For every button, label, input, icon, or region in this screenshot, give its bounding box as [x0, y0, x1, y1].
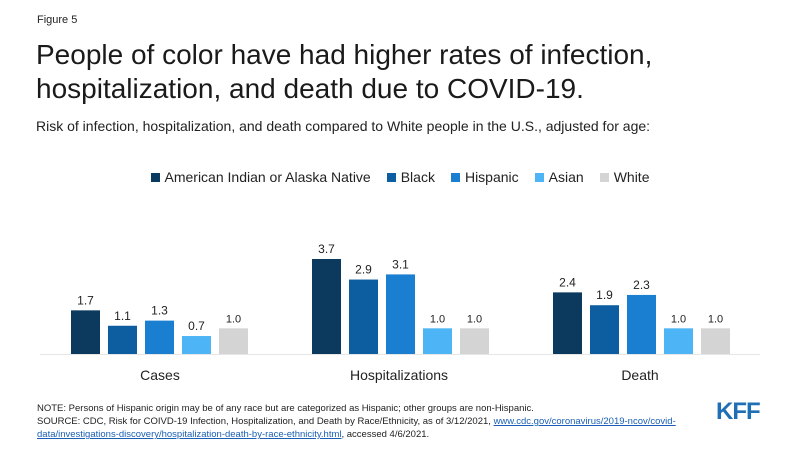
- legend-item: White: [599, 169, 650, 185]
- kff-logo: KFF: [716, 398, 761, 425]
- bar: [460, 328, 489, 354]
- legend-item: Hispanic: [450, 169, 519, 185]
- bar: [312, 259, 341, 354]
- source-link[interactable]: www.cdc.gov/coronavirus/2019-ncov/covid-…: [37, 416, 676, 440]
- data-label: 1.9: [596, 288, 613, 302]
- data-label: 2.4: [559, 275, 576, 289]
- legend-label: Black: [400, 169, 435, 185]
- legend-label: American Indian or Alaska Native: [164, 169, 371, 185]
- bar: [108, 325, 137, 354]
- bar: [701, 328, 730, 354]
- source-prefix: SOURCE: CDC, Risk for COIVD-19 Infection…: [37, 416, 494, 427]
- category-label: Cases: [140, 367, 180, 383]
- data-label: 1.0: [226, 313, 241, 325]
- footnote: NOTE: Persons of Hispanic origin may be …: [37, 402, 717, 441]
- category-label: Death: [621, 367, 658, 383]
- data-label: 2.9: [355, 263, 372, 277]
- data-label: 3.1: [392, 257, 409, 271]
- bar: [553, 292, 582, 354]
- legend-label: White: [613, 169, 650, 185]
- data-label: 1.1: [114, 309, 131, 323]
- bar: [590, 305, 619, 354]
- category-label: Hospitalizations: [350, 367, 448, 383]
- data-label: 1.0: [671, 313, 686, 325]
- bar: [182, 336, 211, 354]
- source-suffix: , accessed 4/6/2021.: [341, 429, 430, 440]
- figure-label: Figure 5: [37, 14, 78, 26]
- bar: [664, 328, 693, 354]
- legend-item: American Indian or Alaska Native: [150, 169, 371, 185]
- bar: [627, 294, 656, 354]
- data-label: 0.7: [188, 319, 205, 333]
- legend: American Indian or Alaska Native Black His…: [0, 169, 800, 185]
- bar: [71, 310, 100, 354]
- legend-label: Asian: [548, 169, 584, 185]
- legend-label: Hispanic: [464, 169, 519, 185]
- note-text: NOTE: Persons of Hispanic origin may be …: [37, 403, 534, 414]
- legend-swatch: [386, 172, 396, 182]
- bar: [145, 320, 174, 354]
- legend-swatch: [150, 172, 160, 182]
- legend-swatch: [599, 172, 609, 182]
- bar-chart: 1.7 1.1 1.3 0.7 1.0 Cases 3.7 2.9 3.1 1.0 1.0 Hospi…: [40, 242, 760, 383]
- chart-title: People of color have had higher rates of…: [36, 39, 653, 104]
- legend-swatch: [534, 172, 544, 182]
- data-label: 1.3: [151, 304, 168, 318]
- data-label: 3.7: [318, 242, 335, 256]
- bar: [386, 274, 415, 354]
- data-label: 2.3: [633, 278, 650, 292]
- source-text: SOURCE: CDC, Risk for COIVD-19 Infection…: [37, 415, 717, 441]
- data-label: 1.0: [430, 313, 445, 325]
- bar: [349, 279, 378, 354]
- bar: [219, 328, 248, 354]
- bar: [423, 328, 452, 354]
- legend-item: Black: [386, 169, 435, 185]
- data-label: 1.0: [467, 313, 482, 325]
- data-label: 1.0: [708, 313, 723, 325]
- legend-item: Asian: [534, 169, 584, 185]
- chart-subtitle: Risk of infection, hospitalization, and …: [36, 118, 651, 134]
- legend-swatch: [450, 172, 460, 182]
- data-label: 1.7: [77, 293, 94, 307]
